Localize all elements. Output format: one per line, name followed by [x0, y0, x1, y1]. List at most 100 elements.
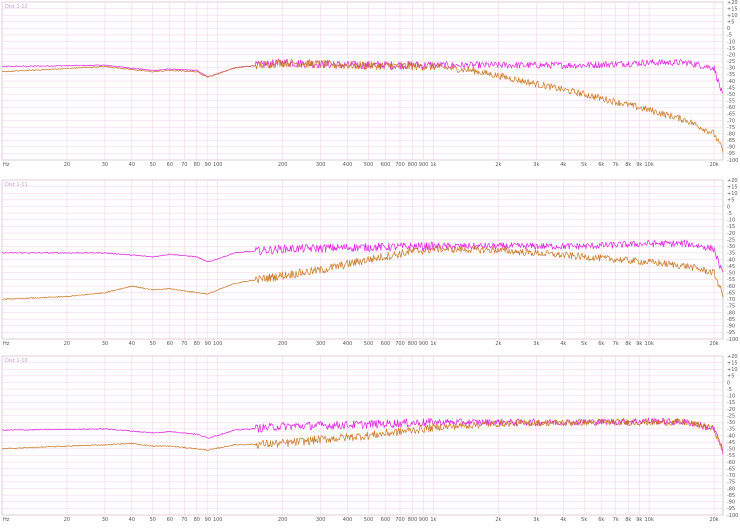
- x-tick-label: Hz: [3, 341, 10, 347]
- x-tick-label: 50: [150, 517, 156, 523]
- x-tick-label: 90: [205, 162, 211, 168]
- chart-title: Dist 1-11: [5, 182, 28, 188]
- y-tick-label: -85: [727, 317, 735, 323]
- x-tick-label: 900: [419, 162, 429, 168]
- chart-title: Dist 1-12: [5, 4, 28, 10]
- y-tick-label: -80: [727, 310, 735, 316]
- y-tick-label: +20: [727, 0, 738, 6]
- x-tick-label: 800: [408, 517, 418, 523]
- y-tick-label: -10: [727, 394, 735, 400]
- series-line-magenta: [1, 239, 724, 273]
- y-tick-label: -60: [727, 105, 735, 111]
- y-tick-label: -40: [727, 79, 735, 85]
- x-tick-label: 9k: [636, 341, 642, 347]
- x-tick-label: 10k: [645, 162, 654, 168]
- y-tick-label: -15: [727, 400, 735, 406]
- x-tick-label: 60: [167, 341, 173, 347]
- x-tick-label: 5k: [581, 162, 587, 168]
- y-tick-label: -90: [727, 324, 735, 330]
- y-tick-label: -75: [727, 480, 735, 486]
- x-tick-label: 900: [419, 517, 429, 523]
- y-tick-label: -50: [727, 447, 735, 453]
- y-tick-label: -35: [727, 427, 735, 433]
- y-tick-label: -40: [727, 433, 735, 439]
- y-tick-label: -30: [727, 66, 735, 72]
- y-tick-label: 0: [727, 380, 730, 386]
- x-tick-label: 6k: [598, 341, 604, 347]
- x-tick-label: 500: [364, 162, 374, 168]
- y-tick-label: -90: [727, 145, 735, 151]
- x-tick-label: 40: [129, 341, 135, 347]
- series-line-magenta: [1, 58, 724, 94]
- series-line-orange: [1, 245, 724, 301]
- x-tick-label: 500: [364, 341, 374, 347]
- x-tick-label: 4k: [560, 517, 566, 523]
- y-tick-label: -90: [727, 500, 735, 506]
- y-tick-label: -95: [727, 151, 735, 157]
- y-tick-label: -75: [727, 304, 735, 310]
- x-tick-label: 10k: [645, 341, 654, 347]
- y-tick-label: -60: [727, 460, 735, 466]
- y-tick-label: -30: [727, 420, 735, 426]
- x-tick-label: 6k: [598, 162, 604, 168]
- x-tick-label: 400: [343, 341, 353, 347]
- chart-panel-3: +20+15+10+50-5-10-15-20-25-30-35-40-45-5…: [1, 354, 738, 523]
- x-tick-label: 7k: [613, 341, 619, 347]
- x-tick-label: 700: [395, 162, 405, 168]
- y-tick-label: -60: [727, 284, 735, 290]
- x-tick-label: 300: [316, 517, 326, 523]
- x-tick-label: 300: [316, 341, 326, 347]
- y-tick-label: -55: [727, 277, 735, 283]
- x-tick-label: 1k: [430, 517, 436, 523]
- y-tick-label: -100: [727, 513, 738, 519]
- y-tick-label: +10: [727, 13, 738, 19]
- series-line-magenta: [1, 417, 724, 455]
- y-tick-label: -75: [727, 125, 735, 131]
- y-tick-label: +20: [727, 178, 738, 184]
- x-tick-label: 9k: [636, 162, 642, 168]
- x-tick-label: 20k: [709, 162, 718, 168]
- y-tick-label: 0: [727, 204, 730, 210]
- x-tick-label: 80: [194, 341, 200, 347]
- y-tick-label: +5: [727, 374, 734, 380]
- x-tick-label: 8k: [625, 341, 631, 347]
- x-tick-label: 800: [408, 341, 418, 347]
- x-tick-label: 50: [150, 162, 156, 168]
- x-tick-label: 70: [181, 162, 187, 168]
- x-tick-label: 2k: [495, 162, 501, 168]
- x-tick-label: 100: [213, 517, 223, 523]
- x-tick-label: 600: [381, 341, 391, 347]
- y-tick-label: +5: [727, 20, 734, 26]
- y-tick-label: -55: [727, 453, 735, 459]
- x-tick-label: 100: [213, 162, 223, 168]
- x-tick-label: 600: [381, 162, 391, 168]
- chart-panel-2: +20+15+10+50-5-10-15-20-25-30-35-40-45-5…: [1, 178, 738, 347]
- x-tick-label: 30: [102, 162, 108, 168]
- x-tick-label: 400: [343, 162, 353, 168]
- x-tick-label: 40: [129, 517, 135, 523]
- x-tick-label: 200: [278, 162, 288, 168]
- y-tick-label: -5: [727, 33, 732, 39]
- x-tick-label: 600: [381, 517, 391, 523]
- y-tick-label: -85: [727, 138, 735, 144]
- x-tick-label: 20: [64, 517, 70, 523]
- y-tick-label: +15: [727, 360, 738, 366]
- x-tick-label: 200: [278, 517, 288, 523]
- x-tick-label: 80: [194, 517, 200, 523]
- y-tick-label: -65: [727, 112, 735, 118]
- x-tick-label: Hz: [3, 517, 10, 523]
- y-tick-label: -95: [727, 330, 735, 336]
- chart-title: Dist 1-10: [5, 358, 28, 364]
- y-tick-label: -55: [727, 99, 735, 105]
- y-tick-label: -45: [727, 264, 735, 270]
- x-tick-label: 90: [205, 341, 211, 347]
- x-tick-label: 5k: [581, 341, 587, 347]
- y-tick-label: -50: [727, 92, 735, 98]
- y-tick-label: +5: [727, 198, 734, 204]
- y-tick-label: -25: [727, 413, 735, 419]
- y-tick-label: -15: [727, 224, 735, 230]
- x-tick-label: 2k: [495, 341, 501, 347]
- x-tick-label: 50: [150, 341, 156, 347]
